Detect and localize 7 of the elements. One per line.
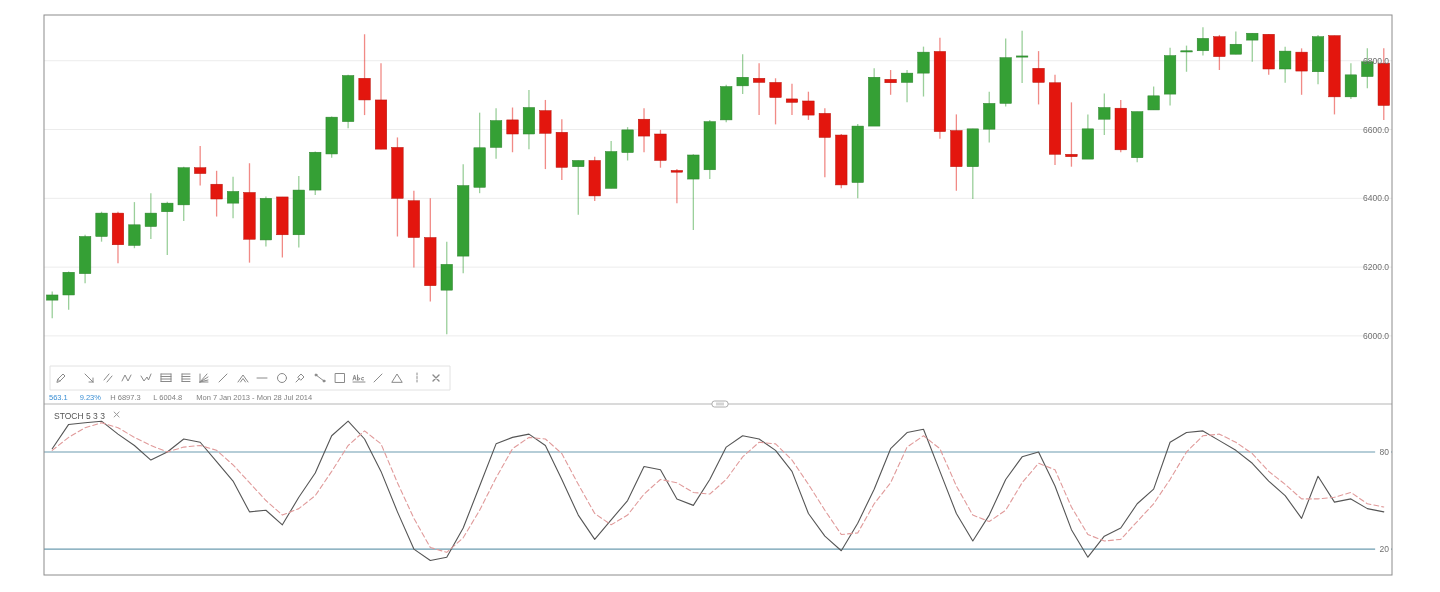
y-tick-label: 6400.0 — [1363, 193, 1390, 204]
y-tick-label: 6000.0 — [1363, 330, 1390, 341]
y-tick-label: 6600.0 — [1363, 124, 1390, 135]
y-tick-label: 80 — [1379, 446, 1390, 457]
y-tick-label: 20 — [1379, 544, 1390, 555]
y-tick-label: 6200.0 — [1363, 262, 1390, 273]
text: STOCH 5 3 3 — [54, 411, 106, 421]
